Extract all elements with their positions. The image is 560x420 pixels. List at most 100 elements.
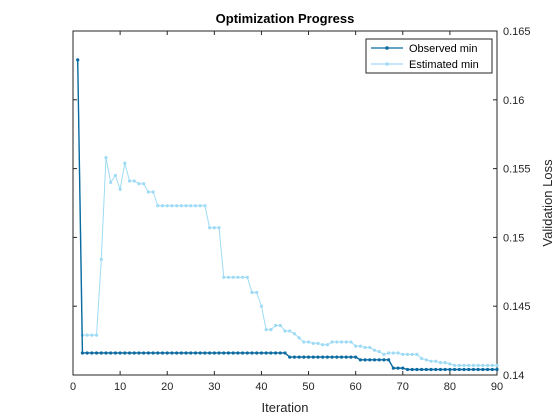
data-point	[231, 351, 235, 355]
x-tick-label: 20	[161, 381, 173, 393]
data-point	[325, 343, 329, 347]
data-point	[212, 351, 216, 355]
data-point	[269, 327, 273, 332]
data-point	[94, 333, 99, 337]
data-point	[424, 367, 428, 372]
series-line	[77, 59, 497, 366]
data-point	[222, 351, 226, 355]
y-axis-label: Validation Loss	[540, 159, 555, 247]
data-point	[241, 351, 245, 355]
legend: Observed min Estimated min	[365, 38, 493, 74]
data-point	[160, 351, 165, 355]
data-point	[80, 351, 85, 355]
data-point	[259, 304, 264, 308]
data-point	[349, 340, 353, 344]
data-point	[146, 190, 150, 194]
y-tick-label: 0.155	[503, 164, 531, 176]
data-point	[156, 204, 160, 208]
axes-frame	[72, 30, 498, 376]
data-point	[405, 352, 410, 356]
data-point	[292, 332, 297, 336]
data-point	[405, 367, 410, 372]
data-point	[335, 355, 339, 359]
data-point	[241, 275, 245, 279]
data-point	[302, 355, 306, 359]
data-point	[137, 182, 141, 186]
data-point	[354, 355, 358, 359]
data-point	[127, 351, 132, 355]
data-point	[132, 351, 136, 355]
y-tick-label: 0.145	[503, 301, 531, 313]
data-point	[448, 367, 452, 372]
data-point	[208, 351, 212, 355]
data-point	[127, 179, 132, 183]
data-point	[165, 351, 169, 355]
data-point	[396, 351, 400, 355]
data-point	[457, 367, 461, 372]
data-point	[481, 363, 485, 367]
data-point	[175, 204, 179, 208]
data-point	[245, 351, 249, 355]
data-point	[283, 351, 287, 355]
data-point	[76, 58, 80, 62]
data-point	[387, 358, 391, 362]
data-point	[391, 366, 395, 370]
data-point	[311, 355, 315, 359]
data-point	[462, 367, 466, 372]
data-point	[453, 363, 457, 367]
data-point	[339, 340, 344, 344]
series-layer	[76, 58, 499, 372]
x-tick-label: 70	[397, 381, 409, 393]
data-point	[245, 275, 249, 279]
data-point	[255, 290, 259, 295]
data-point	[198, 351, 202, 355]
x-tick-label: 60	[350, 381, 362, 393]
data-point	[99, 257, 103, 262]
data-point	[288, 355, 292, 359]
legend-label: Estimated min	[409, 59, 479, 71]
y-tick-label: 0.165	[503, 26, 531, 38]
y-tick-label: 0.15	[503, 232, 524, 244]
data-point	[118, 187, 122, 191]
data-point	[104, 351, 108, 355]
data-point	[443, 367, 447, 372]
data-point	[321, 355, 325, 359]
data-point	[137, 351, 141, 355]
data-point	[278, 323, 282, 328]
data-point	[429, 367, 433, 372]
data-point	[160, 204, 165, 208]
data-point	[471, 363, 476, 367]
legend-label: Observed min	[409, 43, 477, 55]
y-tick-label: 0.14	[503, 370, 524, 382]
data-point	[203, 351, 207, 355]
data-point	[113, 351, 117, 355]
x-tick-label: 40	[255, 381, 267, 393]
data-point	[217, 351, 221, 355]
data-point	[335, 340, 339, 344]
data-point	[471, 367, 476, 372]
data-point	[179, 351, 183, 355]
data-point	[316, 341, 320, 345]
data-point	[297, 355, 301, 359]
data-point	[165, 204, 169, 208]
data-point	[151, 351, 155, 355]
legend-swatch-marker	[385, 62, 389, 66]
data-point	[288, 329, 292, 333]
data-point	[189, 204, 193, 208]
data-point	[142, 351, 146, 355]
data-point	[358, 344, 362, 348]
x-tick-label: 0	[70, 381, 76, 393]
data-point	[363, 345, 367, 350]
data-point	[438, 361, 443, 365]
data-point	[123, 351, 127, 355]
data-point	[226, 275, 231, 279]
data-point	[184, 204, 188, 208]
data-point	[467, 367, 471, 372]
data-point	[349, 355, 353, 359]
data-point	[410, 367, 414, 372]
data-point	[344, 340, 348, 344]
data-point	[90, 333, 94, 337]
x-tick-label: 30	[208, 381, 220, 393]
chart-title: Optimization Progress	[216, 11, 355, 26]
data-point	[297, 336, 301, 340]
